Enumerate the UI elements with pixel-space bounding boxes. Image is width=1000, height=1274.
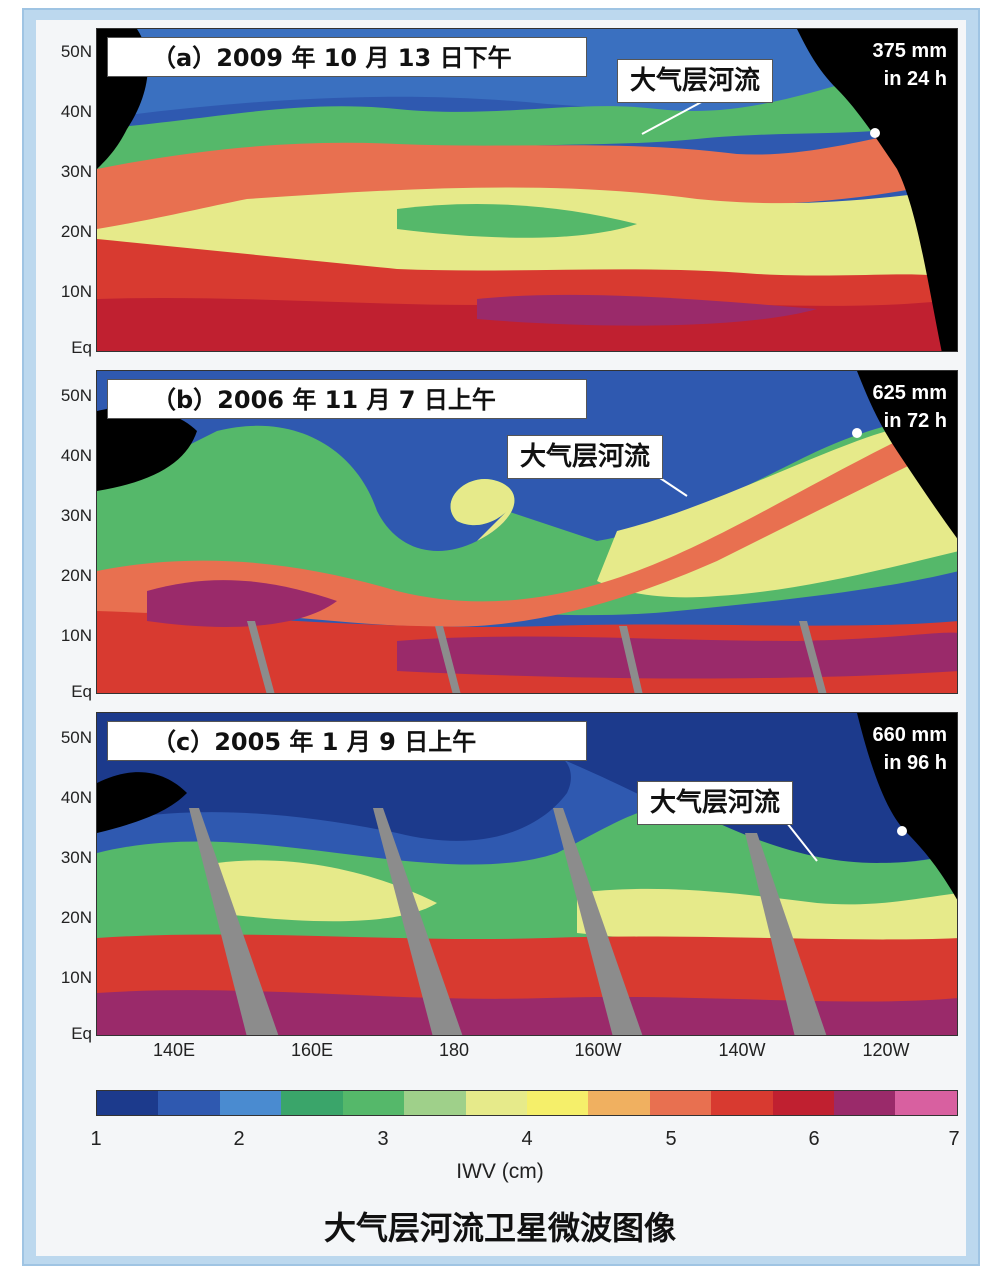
- colorbar-segment: [649, 1091, 712, 1115]
- colorbar-tick: 4: [521, 1128, 533, 1150]
- y-tick-label: Eq: [71, 338, 92, 357]
- satellite-panel-a: （a）2009 年 10 月 13 日下午 375 mm in 24 h 大气层…: [96, 28, 958, 352]
- y-tick-label: 40N: [60, 788, 92, 807]
- panel-title: （b）2006 年 11 月 7 日上午: [107, 379, 587, 419]
- x-tick-label: 140W: [718, 1040, 766, 1060]
- colorbar-segment: [219, 1091, 282, 1115]
- y-tick-label: 20N: [60, 222, 92, 241]
- panel-title: （a）2009 年 10 月 13 日下午: [107, 37, 587, 77]
- iwv-map-b: [97, 371, 957, 693]
- colorbar-tick: 6: [808, 1128, 820, 1150]
- x-tick-label: 160W: [574, 1040, 622, 1060]
- y-tick-label: 50N: [60, 386, 92, 405]
- figure-caption: 大气层河流卫星微波图像: [323, 1209, 676, 1247]
- rainfall-amount: 660 mm: [872, 724, 948, 746]
- colorbar-segment: [281, 1091, 343, 1115]
- colorbar-segment: [342, 1091, 405, 1115]
- x-axis: 140E 160E 180 160W 140W 120W: [96, 1040, 958, 1070]
- y-tick-label: Eq: [71, 1024, 92, 1043]
- y-tick-label: 10N: [60, 968, 92, 987]
- rainfall-period: in 96 h: [883, 752, 947, 774]
- colorbar-tick: 1: [90, 1128, 102, 1150]
- atmospheric-river-label: 大气层河流: [507, 435, 664, 479]
- x-tick-label: 180: [438, 1040, 470, 1060]
- rainfall-period: in 24 h: [883, 68, 947, 90]
- colorbar-tick: 3: [377, 1128, 389, 1150]
- colorbar-segment: [772, 1091, 835, 1115]
- y-tick-label: 40N: [60, 102, 92, 121]
- satellite-panel-b: （b）2006 年 11 月 7 日上午 625 mm in 72 h 大气层河…: [96, 370, 958, 694]
- colorbar-segment: [404, 1091, 466, 1115]
- iwv-colorbar: [96, 1090, 958, 1116]
- colorbar-segment: [588, 1091, 650, 1115]
- colorbar-ticks: 1 2 3 4 5 6 7: [90, 1128, 960, 1152]
- y-tick-label: 20N: [60, 566, 92, 585]
- rainfall-note: 625 mm in 72 h: [873, 379, 948, 435]
- colorbar-tick: 5: [665, 1128, 677, 1150]
- atmospheric-river-label: 大气层河流: [617, 59, 774, 103]
- atmospheric-river-label: 大气层河流: [637, 781, 794, 825]
- colorbar-segment: [895, 1091, 957, 1115]
- colorbar-segment: [711, 1091, 773, 1115]
- iwv-map-c: [97, 713, 957, 1035]
- colorbar-segment: [158, 1091, 220, 1115]
- colorbar-segment: [834, 1091, 896, 1115]
- y-axis-panel-c: 50N 40N 30N 20N 10N Eq: [40, 712, 96, 1043]
- y-tick-label: 10N: [60, 626, 92, 645]
- colorbar-unit-label: IWV (cm): [456, 1160, 544, 1183]
- x-tick-label: 160E: [290, 1040, 334, 1060]
- colorbar-tick: 7: [948, 1128, 960, 1150]
- y-tick-label: 40N: [60, 446, 92, 465]
- y-tick-label: 50N: [60, 728, 92, 747]
- rainfall-amount: 375 mm: [872, 40, 948, 62]
- y-tick-label: 20N: [60, 908, 92, 927]
- colorbar-segment: [97, 1091, 159, 1115]
- y-tick-label: 30N: [60, 506, 92, 525]
- colorbar-segment: [526, 1091, 589, 1115]
- y-tick-label: Eq: [71, 682, 92, 701]
- satellite-panel-c: （c）2005 年 1 月 9 日上午 660 mm in 96 h 大气层河流: [96, 712, 958, 1036]
- x-tick-label: 120W: [862, 1040, 910, 1060]
- x-tick-label: 140E: [152, 1040, 196, 1060]
- rainfall-period: in 72 h: [883, 410, 947, 432]
- colorbar-tick: 2: [233, 1128, 245, 1150]
- y-tick-label: 10N: [60, 282, 92, 301]
- y-tick-label: 30N: [60, 162, 92, 181]
- panel-title: （c）2005 年 1 月 9 日上午: [107, 721, 587, 761]
- rainfall-amount: 625 mm: [872, 382, 948, 404]
- y-axis-panel-b: 50N 40N 30N 20N 10N Eq: [40, 370, 96, 701]
- y-axis-panel-a: 50N 40N 30N 20N 10N Eq: [40, 28, 96, 357]
- rainfall-note: 660 mm in 96 h: [873, 721, 948, 777]
- y-tick-label: 50N: [60, 42, 92, 61]
- rainfall-note: 375 mm in 24 h: [873, 37, 948, 93]
- colorbar-segment: [465, 1091, 527, 1115]
- y-tick-label: 30N: [60, 848, 92, 867]
